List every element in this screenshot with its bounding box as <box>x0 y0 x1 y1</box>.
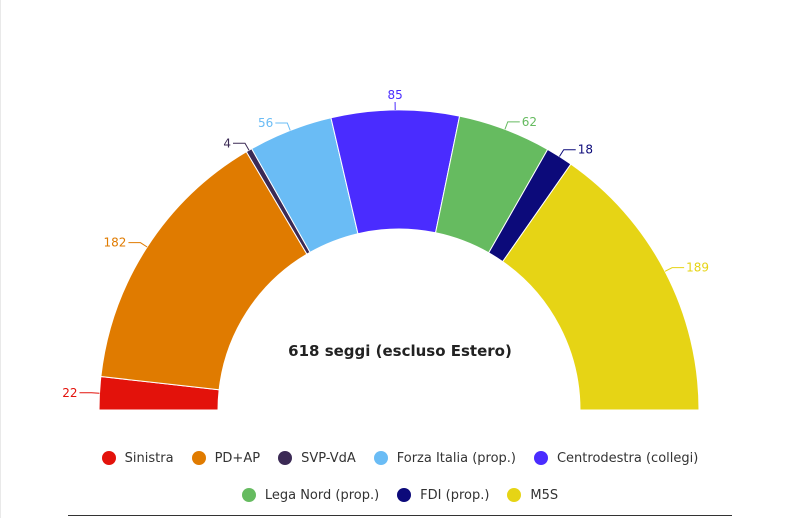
data-label-centrodestra-collegi: 85 <box>387 88 402 102</box>
data-label-pd-ap: 182 <box>104 236 127 250</box>
legend-item-forza-italia-prop[interactable]: Forza Italia (prop.) <box>373 450 516 466</box>
slice-m5s[interactable] <box>501 163 700 411</box>
data-label-m5s: 189 <box>686 261 709 275</box>
legend-row-1: Sinistra PD+AP SVP-VdA Forza Italia (prop.)… <box>0 450 800 466</box>
connector-pd-ap <box>128 242 148 248</box>
data-label-lega-nord-prop: 62 <box>522 115 537 129</box>
connector-lega-nord-prop <box>504 121 520 130</box>
connector-svp-vda <box>233 142 250 151</box>
legend-item-sinistra[interactable]: Sinistra <box>101 450 174 466</box>
chart-title: 618 seggi (escluso Estero) <box>288 342 512 360</box>
legend-swatch-icon <box>278 450 293 465</box>
legend-label: Lega Nord (prop.) <box>264 488 380 503</box>
legend-item-lega-nord-prop[interactable]: Lega Nord (prop.) <box>241 487 380 503</box>
data-label-fdi-prop: 18 <box>578 143 593 157</box>
data-label-svp-vda: 4 <box>223 136 231 150</box>
page-edge-line <box>0 0 1 518</box>
legend-label: PD+AP <box>214 451 261 466</box>
labels-group: 22 182 4 56 85 62 18 189 <box>62 88 709 400</box>
data-label-forza-italia-prop: 56 <box>258 116 273 130</box>
legend-item-fdi-prop[interactable]: FDI (prop.) <box>397 487 490 503</box>
bottom-divider <box>68 515 732 516</box>
legend-swatch-icon <box>101 450 116 465</box>
legend-swatch-icon <box>241 487 256 502</box>
legend-swatch-icon <box>373 450 388 465</box>
legend-swatch-icon <box>397 487 412 502</box>
slice-pd-ap[interactable] <box>100 151 308 391</box>
legend-item-pd-ap[interactable]: PD+AP <box>191 450 261 466</box>
data-label-sinistra: 22 <box>62 386 77 400</box>
legend-row-2: Lega Nord (prop.) FDI (prop.) M5S <box>0 487 800 503</box>
legend-swatch-icon <box>191 450 206 465</box>
connector-m5s <box>664 267 685 272</box>
legend-item-svp-vda[interactable]: SVP-VdA <box>278 450 356 466</box>
connector-fdi-prop <box>559 149 576 157</box>
legend-swatch-icon <box>533 450 548 465</box>
legend-label: M5S <box>530 488 559 503</box>
parliament-chart: 22 182 4 56 85 62 18 189 618 seggi (escluso Est… <box>62 88 709 411</box>
legend-label: Centrodestra (collegi) <box>556 451 699 466</box>
connector-forza-italia-prop <box>275 122 291 131</box>
legend-label: Sinistra <box>124 451 174 466</box>
slices-group <box>98 109 700 411</box>
legend-swatch-icon <box>507 487 522 502</box>
legend-label: Forza Italia (prop.) <box>396 451 516 466</box>
legend-item-m5s[interactable]: M5S <box>507 487 559 503</box>
legend-label: FDI (prop.) <box>420 488 490 503</box>
legend-item-centrodestra-collegi[interactable]: Centrodestra (collegi) <box>533 450 699 466</box>
legend-label: SVP-VdA <box>301 451 356 466</box>
